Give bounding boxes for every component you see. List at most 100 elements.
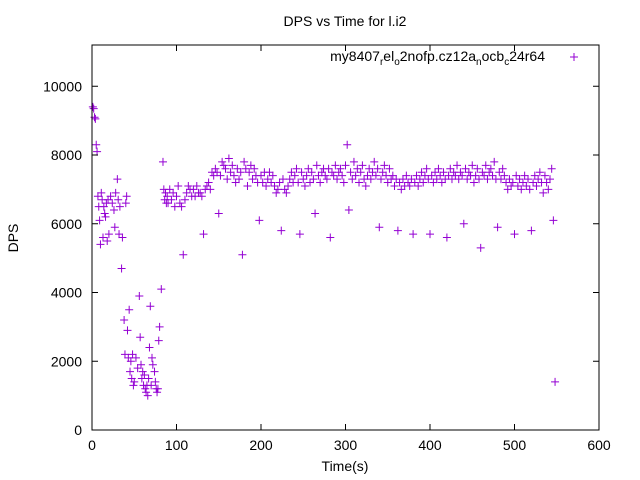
y-tick-label: 4000 — [51, 285, 82, 301]
data-point — [122, 192, 131, 201]
data-point — [219, 161, 228, 170]
data-point — [355, 178, 364, 187]
data-point — [322, 175, 331, 184]
data-point — [336, 164, 345, 173]
series-points — [88, 102, 560, 400]
data-point — [461, 164, 470, 173]
chart-title: DPS vs Time for l.i2 — [284, 13, 407, 29]
data-point — [110, 223, 119, 232]
data-point — [255, 216, 264, 225]
data-point — [306, 178, 315, 187]
data-point — [502, 178, 511, 187]
data-point — [258, 178, 267, 187]
data-point — [109, 206, 118, 214]
data-point — [351, 171, 360, 180]
data-point — [241, 164, 250, 173]
data-point — [144, 374, 153, 383]
data-point — [307, 168, 316, 177]
data-point — [370, 157, 379, 166]
y-axis: 0 2000 4000 6000 8000 10000 — [43, 78, 599, 438]
data-point — [478, 168, 487, 177]
data-point — [508, 178, 517, 187]
data-point — [542, 178, 551, 187]
data-point — [535, 168, 544, 177]
data-point — [360, 175, 369, 184]
data-point — [358, 161, 367, 170]
data-point — [292, 164, 301, 173]
data-point — [334, 168, 343, 177]
y-tick-label: 0 — [74, 422, 82, 438]
data-point — [327, 168, 336, 177]
data-point — [410, 178, 419, 187]
data-point — [117, 264, 126, 273]
data-point — [480, 171, 489, 180]
data-point — [250, 164, 259, 173]
data-point — [136, 333, 145, 342]
data-point — [92, 140, 101, 149]
data-point — [324, 164, 333, 173]
data-point — [375, 223, 384, 232]
data-point — [500, 171, 509, 180]
data-point — [97, 188, 106, 197]
data-point — [163, 192, 172, 201]
data-point — [512, 171, 521, 180]
data-point — [231, 178, 240, 187]
data-point — [115, 230, 124, 239]
data-point — [507, 181, 516, 190]
data-point — [456, 168, 465, 177]
data-point — [145, 343, 154, 352]
legend-text-part: 2nofp.cz12a — [400, 48, 476, 64]
data-point — [380, 161, 389, 170]
data-point — [314, 171, 323, 180]
data-point — [104, 230, 113, 239]
legend-subscript: n — [476, 57, 482, 68]
data-point — [179, 250, 188, 259]
data-point — [468, 161, 477, 170]
data-point — [233, 164, 242, 173]
data-point — [317, 168, 326, 177]
y-tick-label: 10000 — [43, 78, 82, 94]
data-point — [486, 164, 495, 173]
data-point — [498, 164, 507, 173]
data-point — [446, 164, 455, 173]
data-point — [101, 212, 110, 221]
data-point — [547, 164, 556, 173]
data-point — [204, 178, 213, 187]
data-point — [285, 175, 294, 184]
data-point — [365, 164, 374, 173]
data-point — [432, 175, 441, 184]
data-point — [126, 357, 135, 366]
legend-label: my8407relo2nofp.cz12anocbc24r64 — [330, 48, 545, 68]
data-point — [361, 181, 370, 190]
data-point — [165, 185, 174, 194]
y-tick-label: 8000 — [51, 147, 82, 163]
data-point — [126, 367, 135, 376]
data-point — [529, 178, 538, 187]
data-point — [93, 192, 102, 201]
data-point — [153, 388, 162, 397]
data-point — [429, 178, 438, 187]
data-point — [182, 188, 191, 197]
data-point — [321, 171, 330, 180]
data-point — [169, 188, 178, 197]
data-point — [464, 168, 473, 177]
data-point — [431, 168, 440, 177]
data-point — [534, 175, 543, 184]
data-point — [98, 233, 107, 242]
data-point — [216, 171, 225, 180]
data-point — [148, 360, 157, 369]
data-point — [125, 305, 134, 314]
data-point — [302, 171, 311, 180]
data-point — [270, 181, 279, 190]
data-point — [282, 188, 291, 197]
data-point — [441, 175, 450, 184]
data-point — [404, 178, 413, 187]
data-point — [129, 381, 138, 390]
data-point — [419, 178, 428, 187]
data-point — [481, 161, 490, 170]
y-axis-label: DPS — [5, 224, 21, 253]
data-point — [341, 161, 350, 170]
data-point — [458, 171, 467, 180]
data-point — [454, 175, 463, 184]
data-point — [444, 171, 453, 180]
